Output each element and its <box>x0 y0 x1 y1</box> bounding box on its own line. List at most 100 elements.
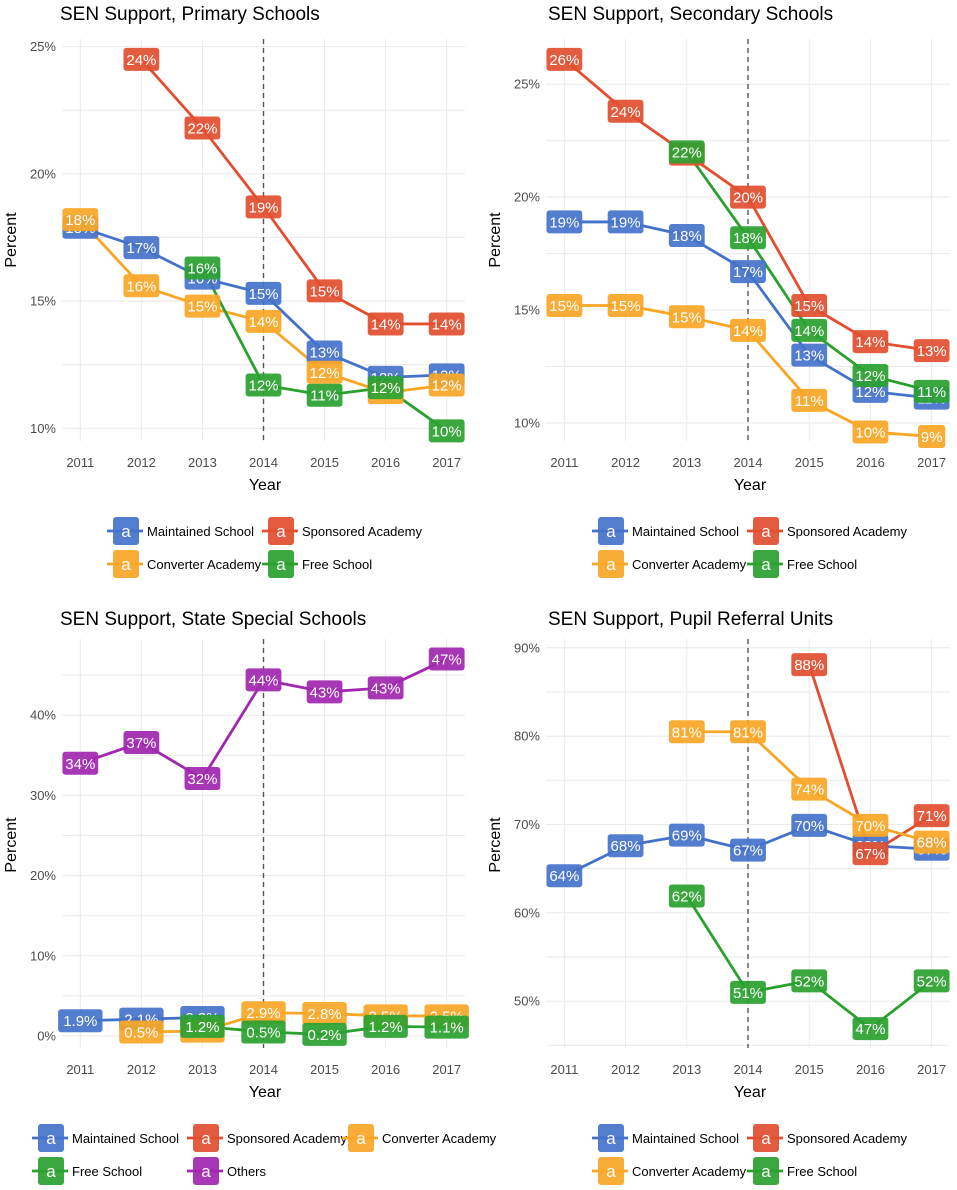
data-label-converter: 14% <box>730 318 766 342</box>
data-point-box <box>913 379 950 403</box>
data-label-maintained: 13% <box>791 343 828 367</box>
data-point-box <box>668 720 705 744</box>
data-label-free: 16% <box>184 256 221 280</box>
x-tick-label: 2014 <box>249 1062 278 1077</box>
data-label-text: 32% <box>187 771 217 788</box>
data-point-box <box>668 884 705 908</box>
legend-swatch <box>598 550 624 578</box>
data-label-text: 17% <box>733 264 763 281</box>
y-tick-label: 70% <box>514 817 540 832</box>
data-label-maintained: 15% <box>245 281 282 305</box>
data-label-free: 0.2% <box>302 1022 347 1046</box>
data-label-text: 15% <box>672 309 702 326</box>
legend-item-maintained: a Maintained School <box>107 517 254 545</box>
data-label-text: 20% <box>733 190 763 207</box>
data-label-text: 70% <box>855 818 885 835</box>
data-label-converter: 0.5% <box>119 1020 164 1044</box>
data-label-text: 15% <box>310 283 340 300</box>
data-point-box <box>367 376 404 400</box>
data-point-box <box>245 373 282 397</box>
legend-label: Converter Academy <box>632 557 747 572</box>
data-label-converter: 14% <box>245 309 282 333</box>
legend-swatch <box>598 517 624 545</box>
data-label-maintained: 19% <box>607 210 644 234</box>
data-label-text: 81% <box>672 724 702 741</box>
data-label-maintained: 19% <box>546 210 583 234</box>
legend-swatch <box>113 550 139 578</box>
data-point-box <box>852 842 889 866</box>
data-label-others: 32% <box>184 767 221 791</box>
legend-item-free: a Free School <box>32 1157 142 1185</box>
legend-swatch <box>753 1124 779 1152</box>
y-tick-label: 40% <box>30 708 56 723</box>
data-label-text: 24% <box>611 104 641 121</box>
chart-panel-2: 10% 15% 20% 25% 2011 2012 2013 2014 2015 2016 2017… <box>487 4 950 578</box>
data-point-box <box>668 823 705 847</box>
data-label-free: 18% <box>730 226 766 250</box>
x-tick-label: 2011 <box>550 1062 578 1077</box>
legend-glyph: a <box>761 1162 771 1181</box>
y-tick-label: 80% <box>514 729 540 744</box>
data-label-text: 1.1% <box>430 1020 464 1037</box>
data-point-box <box>913 804 950 828</box>
data-label-text: 12% <box>432 378 462 395</box>
data-label-maintained: 18% <box>668 223 705 247</box>
data-label-text: 68% <box>611 838 641 855</box>
data-label-text: 52% <box>794 973 824 990</box>
data-label-text: 19% <box>248 199 278 216</box>
data-label-free: 22% <box>668 140 705 164</box>
data-label-text: 15% <box>794 298 824 315</box>
data-label-maintained: 1.9% <box>58 1009 103 1033</box>
y-tick-label: 50% <box>514 994 540 1009</box>
data-label-sponsored: 19% <box>245 195 282 219</box>
x-tick-label: 2016 <box>371 1062 400 1077</box>
x-tick-label: 2016 <box>856 1062 885 1077</box>
x-tick-label: 2013 <box>188 1062 217 1077</box>
data-point-box <box>306 279 343 303</box>
data-point-box <box>546 293 583 317</box>
data-point-box <box>913 339 950 363</box>
data-label-free: 12% <box>852 364 889 388</box>
data-label-others: 44% <box>245 668 282 692</box>
data-point-box <box>363 1014 408 1038</box>
data-label-converter: 15% <box>668 305 705 329</box>
data-label-text: 43% <box>310 684 340 701</box>
data-label-converter: 9% <box>918 424 946 448</box>
data-point-box <box>852 420 889 444</box>
data-label-converter: 18% <box>62 208 99 232</box>
chart-title: SEN Support, Primary Schools <box>60 4 320 25</box>
legend-glyph: a <box>356 1129 366 1148</box>
data-label-text: 16% <box>126 278 156 295</box>
x-tick-label: 2011 <box>66 455 94 470</box>
data-label-free: 1.1% <box>424 1015 469 1039</box>
legend-swatch <box>193 1157 219 1185</box>
data-label-converter: 15% <box>546 293 583 317</box>
chart-title: SEN Support, Pupil Referral Units <box>548 609 833 630</box>
data-label-converter: 10% <box>852 420 889 444</box>
data-point-box <box>918 424 946 448</box>
legend-swatch <box>268 550 294 578</box>
data-point-box <box>428 312 465 336</box>
data-point-box <box>245 309 282 333</box>
data-label-text: 70% <box>794 818 824 835</box>
legend-glyph: a <box>606 522 616 541</box>
data-label-text: 74% <box>794 782 824 799</box>
data-point-box <box>607 99 644 123</box>
x-tick-label: 2012 <box>127 455 156 470</box>
data-label-text: 12% <box>248 378 278 395</box>
legend-item-sponsored: a Sponsored Academy <box>187 1124 347 1152</box>
data-label-converter: 16% <box>123 274 160 298</box>
data-point-box <box>58 1009 103 1033</box>
data-point-box <box>62 751 99 775</box>
legend-glyph: a <box>46 1129 56 1148</box>
data-point-box <box>607 293 644 317</box>
data-label-converter: 12% <box>428 373 465 397</box>
data-label-text: 18% <box>65 212 95 229</box>
legend-label: Converter Academy <box>632 1164 747 1179</box>
data-point-box <box>546 47 583 71</box>
data-point-box <box>302 1022 347 1046</box>
legend-item-converter: a Converter Academy <box>342 1124 497 1152</box>
x-axis-title: Year <box>734 1084 767 1101</box>
data-point-box <box>367 312 404 336</box>
grid <box>62 639 465 1048</box>
